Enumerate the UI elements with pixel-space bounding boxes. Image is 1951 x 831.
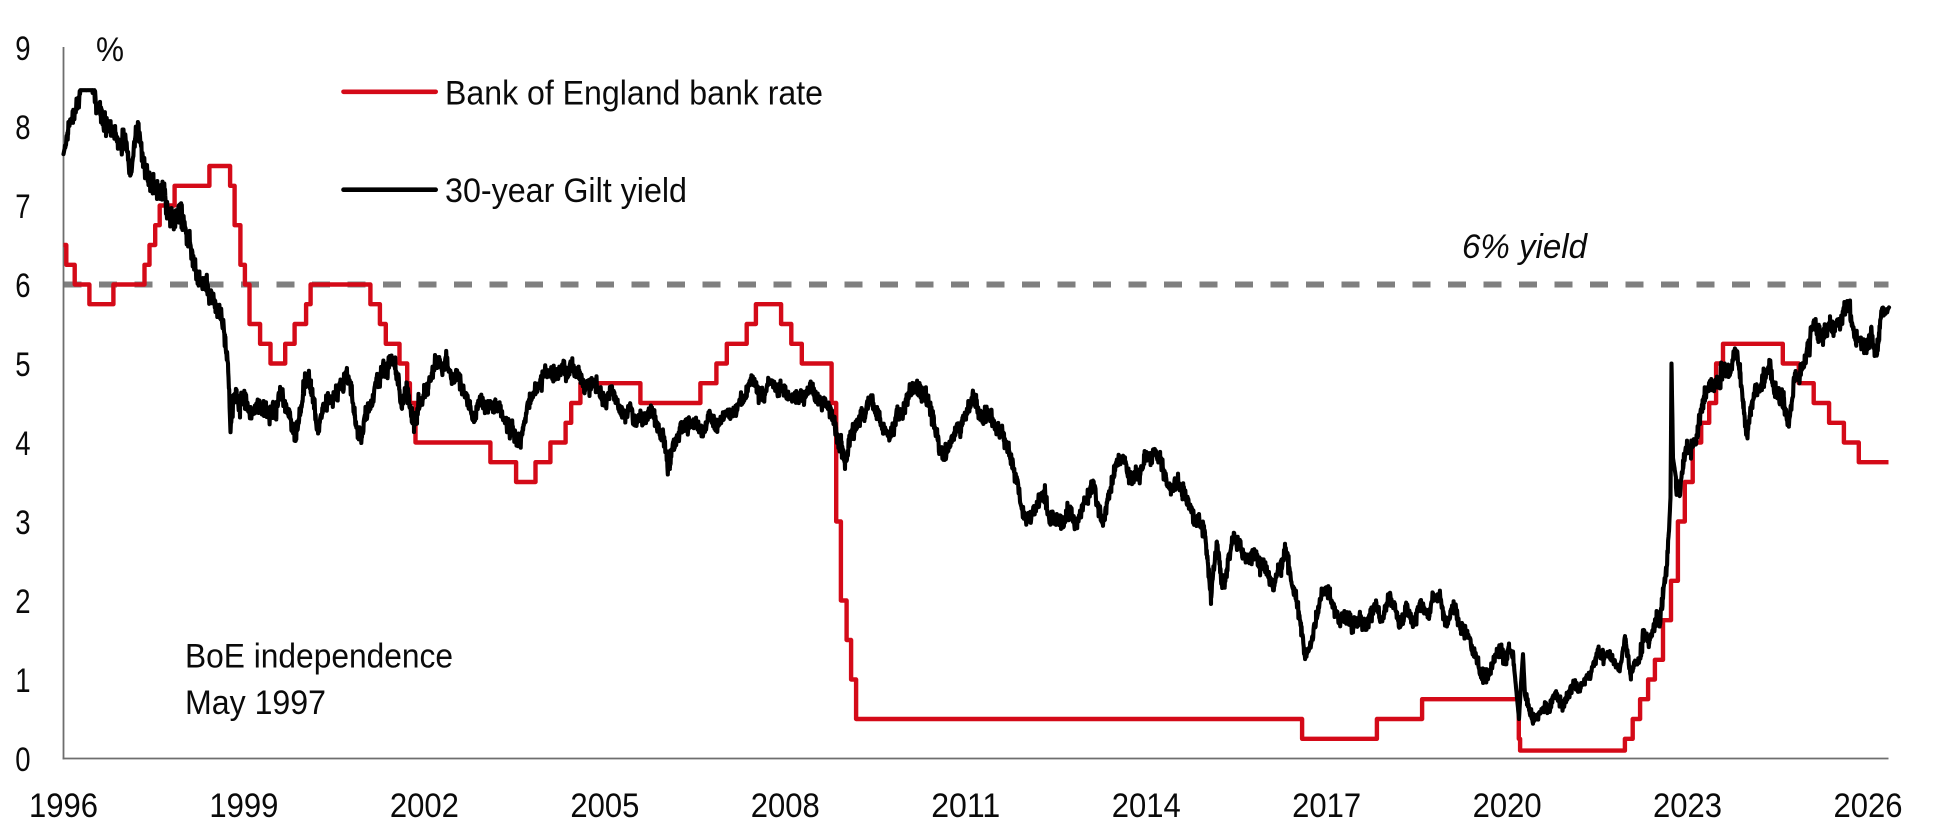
svg-text:May 1997: May 1997: [185, 684, 326, 722]
svg-text:1996: 1996: [29, 787, 98, 825]
svg-text:6: 6: [15, 267, 30, 305]
svg-text:2002: 2002: [390, 787, 459, 825]
svg-text:Bank of England bank rate: Bank of England bank rate: [445, 74, 823, 112]
svg-text:BoE independence: BoE independence: [185, 637, 453, 675]
svg-text:2023: 2023: [1653, 787, 1722, 825]
svg-text:2011: 2011: [931, 787, 1000, 825]
svg-text:30-year Gilt yield: 30-year Gilt yield: [445, 172, 687, 210]
svg-text:0: 0: [15, 741, 30, 779]
svg-text:3: 3: [15, 504, 30, 542]
svg-text:2008: 2008: [751, 787, 820, 825]
svg-text:2: 2: [15, 583, 30, 621]
svg-text:2017: 2017: [1292, 787, 1361, 825]
svg-text:4: 4: [15, 425, 30, 463]
svg-text:9: 9: [15, 30, 30, 68]
svg-text:8: 8: [15, 109, 30, 147]
svg-text:5: 5: [15, 346, 30, 384]
svg-text:2005: 2005: [570, 787, 639, 825]
svg-text:2014: 2014: [1112, 787, 1181, 825]
svg-text:2020: 2020: [1473, 787, 1542, 825]
svg-text:6% yield: 6% yield: [1462, 228, 1589, 266]
svg-text:7: 7: [15, 188, 30, 226]
svg-text:1999: 1999: [209, 787, 278, 825]
svg-text:1: 1: [15, 662, 30, 700]
svg-text:2026: 2026: [1834, 787, 1903, 825]
svg-text:%: %: [96, 31, 124, 69]
